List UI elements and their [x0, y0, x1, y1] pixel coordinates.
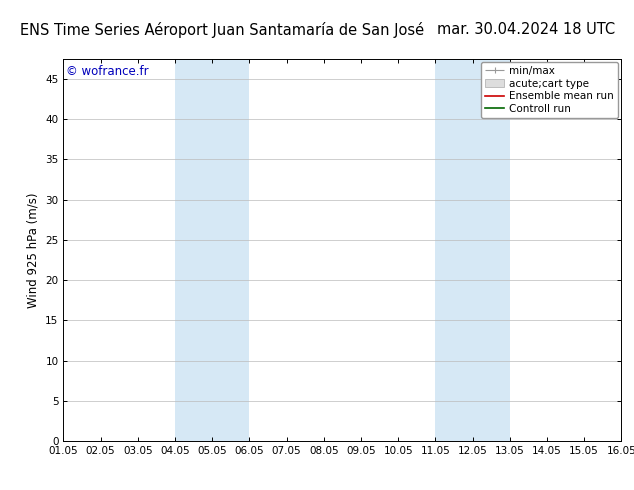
Text: mar. 30.04.2024 18 UTC: mar. 30.04.2024 18 UTC	[437, 22, 615, 37]
Bar	[436, 59, 510, 441]
Legend: min/max, acute;cart type, Ensemble mean run, Controll run: min/max, acute;cart type, Ensemble mean …	[481, 62, 618, 118]
Text: ENS Time Series Aéroport Juan Santamaría de San José: ENS Time Series Aéroport Juan Santamaría…	[20, 22, 424, 38]
Y-axis label: Wind 925 hPa (m/s): Wind 925 hPa (m/s)	[27, 192, 40, 308]
Text: © wofrance.fr: © wofrance.fr	[66, 65, 149, 77]
Bar	[175, 59, 249, 441]
